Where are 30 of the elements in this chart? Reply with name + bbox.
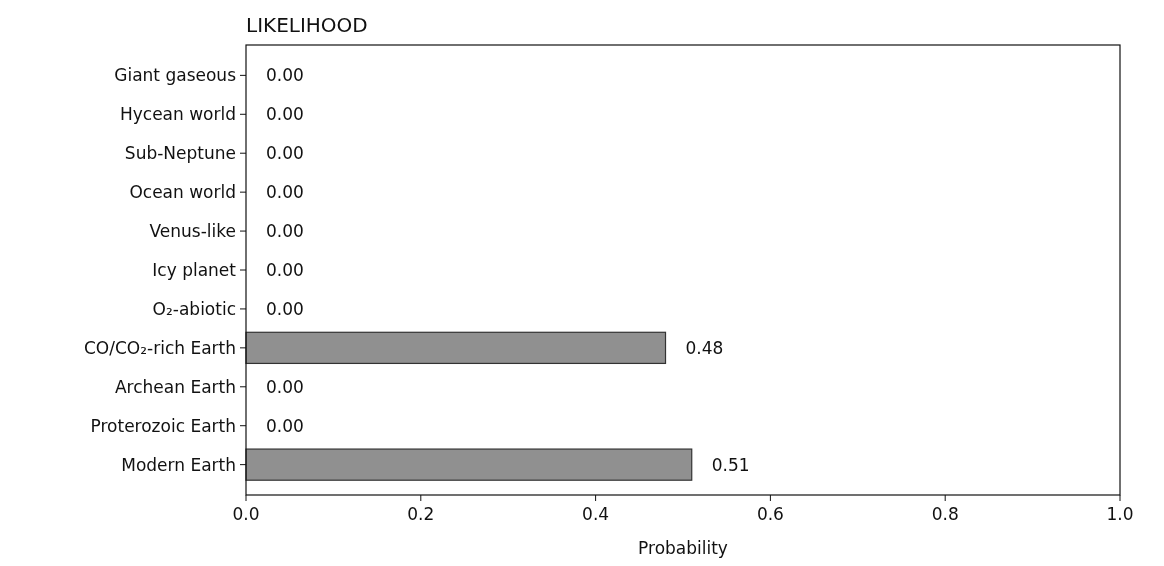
y-tick-label: O₂-abiotic bbox=[152, 298, 236, 319]
chart-title: LIKELIHOOD bbox=[246, 13, 368, 37]
data-label: 0.48 bbox=[685, 337, 724, 358]
x-tick-label: 0.6 bbox=[756, 504, 784, 524]
x-tick-label: 0.0 bbox=[232, 504, 260, 524]
data-label: 0.00 bbox=[266, 259, 304, 280]
y-tick-label: Venus-like bbox=[149, 221, 236, 242]
data-label: 0.00 bbox=[266, 65, 304, 86]
y-tick-label: Ocean world bbox=[129, 182, 236, 203]
data-label: 0.00 bbox=[266, 104, 304, 125]
data-label: 0.00 bbox=[266, 298, 304, 319]
y-tick-label: Proterozoic Earth bbox=[90, 415, 236, 436]
y-tick-label: Giant gaseous bbox=[114, 65, 237, 86]
data-label: 0.00 bbox=[266, 182, 304, 203]
data-label: 0.00 bbox=[266, 143, 304, 164]
data-label: 0.51 bbox=[711, 454, 750, 475]
y-tick-label: Archean Earth bbox=[114, 376, 236, 397]
y-tick-label: Icy planet bbox=[152, 259, 237, 280]
data-label: 0.00 bbox=[266, 376, 304, 397]
y-tick-label: Modern Earth bbox=[121, 454, 236, 475]
y-tick-label: CO/CO₂-rich Earth bbox=[83, 337, 236, 358]
y-tick-label: Sub-Neptune bbox=[124, 143, 236, 164]
data-label: 0.00 bbox=[266, 221, 304, 242]
x-tick-label: 1.0 bbox=[1106, 504, 1134, 524]
x-tick-label: 0.4 bbox=[582, 504, 610, 524]
x-tick-label: 0.8 bbox=[931, 504, 959, 524]
data-label: 0.00 bbox=[266, 415, 304, 436]
x-axis-title: Probability bbox=[638, 538, 728, 558]
x-tick-label: 0.2 bbox=[407, 504, 435, 524]
y-tick-label: Hycean world bbox=[119, 104, 236, 125]
